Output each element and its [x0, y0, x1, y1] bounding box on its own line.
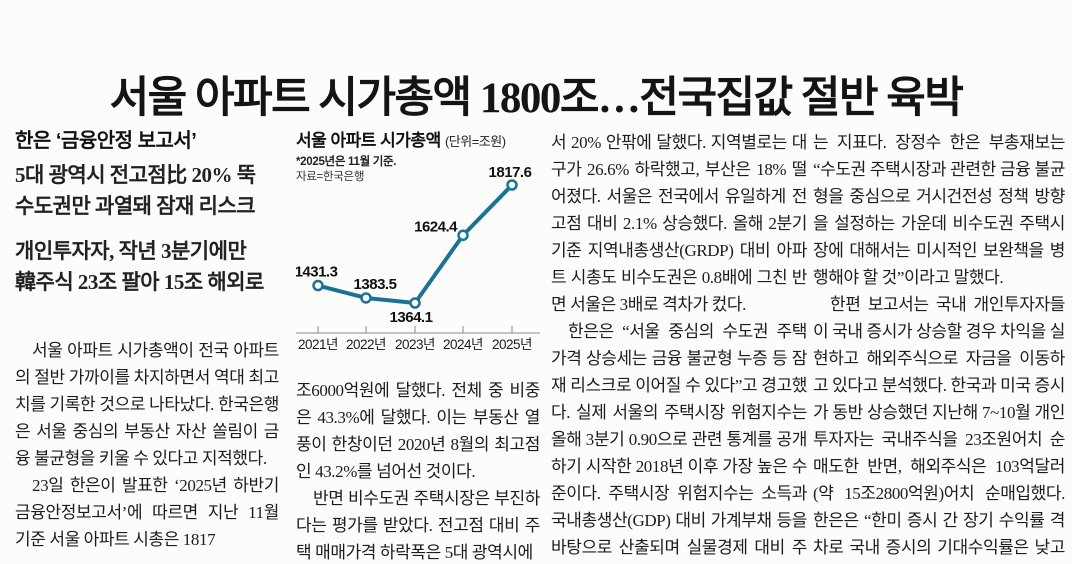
article-column-4: 는 지표다. 장정수 한은 부총재보는 “수도권 주택시장과 관련한 금융 불균… [813, 129, 1065, 564]
x-tick-label: 2025년 [492, 337, 532, 352]
paragraph: 한은은 “서울 중심의 수도권 주택 가격 상승세는 금융 불균형 누증 등 잠… [551, 322, 807, 557]
headline: 서울 아파트 시가총액 1800조…전국집값 절반 육박 [109, 74, 964, 122]
article-column-3: 서 20% 안팎에 달했다. 지역별로는 대구가 26.6% 하락했고, 부산은… [551, 129, 807, 564]
deck-line: 5대 광역시 전고점比 20% 뚝 [15, 163, 256, 187]
data-point-label: 1817.6 [489, 164, 532, 181]
chart-title: 서울 아파트 시가총액 [296, 131, 441, 150]
data-point-label: 1624.4 [414, 218, 458, 235]
chart-title-row: 서울 아파트 시가총액 (단위=조원) [296, 130, 540, 153]
column-2-text: 조6000억원에 달했다. 전체 중 비중은 43.3%에 달했다. 이는 부동… [296, 377, 540, 564]
data-point-label: 1364.1 [390, 309, 433, 326]
paragraph: 서 20% 안팎에 달했다. 지역별로는 대구가 26.6% 하락했고, 부산은… [551, 133, 807, 314]
x-tick-label: 2023년 [395, 337, 435, 352]
x-tick-label: 2024년 [443, 337, 483, 352]
paragraph: 반면 비수도권 주택시장은 부진하다는 평가를 받았다. 전고점 대비 주택 매… [296, 489, 540, 562]
x-tick-label: 2022년 [346, 337, 386, 352]
article-column-1: 서울 아파트 시가총액이 전국 아파트의 절반 가까이를 차지하면서 역대 최고… [15, 337, 279, 553]
deck-line: 韓주식 23조 팔아 15조 해외로 [15, 270, 264, 294]
deck-kicker: 한은 ‘금융안정 보고서’ [15, 130, 197, 152]
paragraph: 서울 아파트 시가총액이 전국 아파트의 절반 가까이를 차지하면서 역대 최고… [15, 341, 279, 468]
chart-plot: 2021년 2022년 2023년 2024년 2025년 1431.3 1383.5 136… [296, 164, 540, 352]
paragraph: 는 지표다. 장정수 한은 부총재보는 “수도권 주택시장과 관련한 금융 불균… [813, 133, 1065, 287]
chart-meta: *2025년은 11월 기준. 자료=한국은행 [296, 155, 397, 185]
paragraph: 23일 한은이 발표한 ‘2025년 하반기 금융안정보고서’에 따르면 지난 … [15, 476, 279, 549]
paragraph: 조6000억원에 달했다. 전체 중 비중은 43.3%에 달했다. 이는 부동… [296, 381, 540, 481]
x-tick-label: 2021년 [298, 337, 338, 352]
sub-headline-block: 한은 ‘금융안정 보고서’ 5대 광역시 전고점比 20% 뚝 수도권만 과열돼… [15, 127, 281, 298]
data-point-label: 1431.3 [296, 264, 338, 281]
chart-note: *2025년은 11월 기준. [296, 156, 397, 168]
chart-source: 자료=한국은행 [296, 171, 365, 183]
deck-line: 수도권만 과열돼 잠재 리스크 [15, 194, 256, 218]
paragraph: 한편 보고서는 국내 개인투자자들이 국내 증시가 상승할 경우 차익을 실현하… [813, 295, 1065, 557]
market-cap-chart: 서울 아파트 시가총액 (단위=조원) *2025년은 11월 기준. 자료=한… [296, 130, 540, 362]
data-point-label: 1383.5 [354, 276, 397, 293]
article-column-2: 서울 아파트 시가총액 (단위=조원) *2025년은 11월 기준. 자료=한… [296, 130, 540, 564]
chart-unit-label: (단위=조원) [444, 134, 506, 149]
deck-line: 개인투자자, 작년 3분기에만 [15, 239, 247, 263]
